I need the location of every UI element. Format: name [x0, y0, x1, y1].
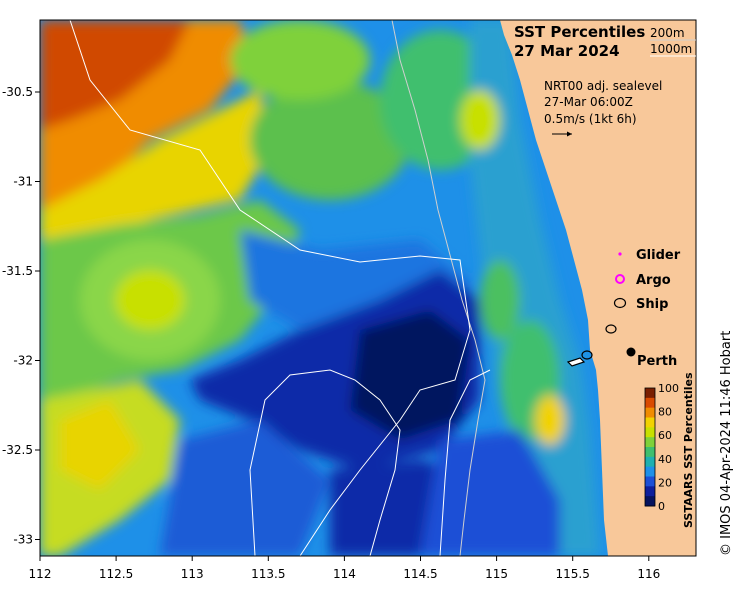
colorbar-swatch — [645, 476, 655, 487]
ship-tracks — [566, 324, 617, 367]
place-perth: Perth — [637, 354, 677, 369]
colorbar: 100 80 60 40 20 0 — [644, 382, 679, 513]
x-tick-label: 113.5 — [251, 567, 285, 581]
colorbar-swatch — [645, 417, 655, 428]
contour-legend-200m: 200m — [650, 26, 685, 40]
colorbar-swatch — [645, 397, 655, 409]
current-info-line2: 27-Mar 06:00Z — [544, 95, 633, 109]
map-title-line1: SST Percentiles — [514, 23, 645, 41]
y-tick-label: -31.5 — [2, 264, 33, 278]
y-tick-label: -32 — [13, 354, 33, 368]
x-tick-label: 112 — [29, 567, 52, 581]
colorbar-tick-label: 100 — [658, 382, 679, 395]
colorbar-tick-label: 20 — [658, 476, 672, 489]
perth-marker — [626, 347, 636, 357]
y-axis: -30.5 -31 -31.5 -32 -32.5 -33 — [2, 85, 40, 547]
legend-glider: Glider — [636, 248, 681, 263]
colorbar-tick-label: 40 — [658, 453, 672, 466]
colorbar-tick-label: 0 — [658, 500, 665, 513]
x-tick-label: 115 — [485, 567, 508, 581]
colorbar-swatch — [645, 407, 655, 418]
map-frame — [39, 19, 697, 557]
ship-icon — [613, 297, 627, 309]
colorbar-tick-label: 80 — [658, 406, 672, 419]
x-tick-label: 112.5 — [99, 567, 133, 581]
colorbar-swatch — [645, 427, 655, 438]
y-tick-label: -33 — [13, 533, 33, 547]
current-info-line1: NRT00 adj. sealevel — [544, 79, 662, 93]
colorbar-label: SSTAARS SST Percentiles — [682, 372, 695, 528]
x-tick-label: 115.5 — [556, 567, 590, 581]
sst-field — [40, 20, 696, 556]
colorbar-swatch — [645, 486, 655, 497]
map-title-line2: 27 Mar 2024 — [514, 42, 620, 60]
platform-legend: Glider Argo Ship — [613, 248, 681, 312]
x-tick-label: 114.5 — [403, 567, 437, 581]
contour-200m — [391, 20, 486, 556]
x-tick-label: 114 — [333, 567, 356, 581]
colorbar-swatch — [645, 437, 655, 448]
legend-argo: Argo — [636, 273, 671, 288]
y-tick-label: -32.5 — [2, 443, 33, 457]
x-axis: 112 112.5 113 113.5 114 114.5 115 115.5 116 — [29, 556, 660, 581]
colorbar-swatch — [645, 466, 655, 477]
colorbar-swatch — [645, 496, 655, 507]
contour-legend-1000m: 1000m — [650, 42, 692, 56]
colorbar-swatch — [645, 447, 655, 458]
contour-1000m — [69, 20, 471, 556]
y-tick-label: -31 — [13, 175, 33, 189]
credit-text: © IMOS 04-Apr-2024 11:46 Hobart — [719, 331, 734, 556]
scale-arrow-icon — [552, 131, 572, 137]
colorbar-swatch — [645, 456, 655, 468]
legend-ship: Ship — [636, 297, 668, 312]
x-tick-label: 113 — [181, 567, 204, 581]
colorbar-swatch — [645, 388, 655, 399]
glider-icon — [618, 252, 622, 256]
colorbar-tick-label: 60 — [658, 429, 672, 442]
y-tick-label: -30.5 — [2, 85, 33, 99]
x-tick-label: 116 — [637, 567, 660, 581]
argo-icon — [615, 274, 625, 284]
current-info-line3: 0.5m/s (1kt 6h) — [544, 112, 637, 126]
